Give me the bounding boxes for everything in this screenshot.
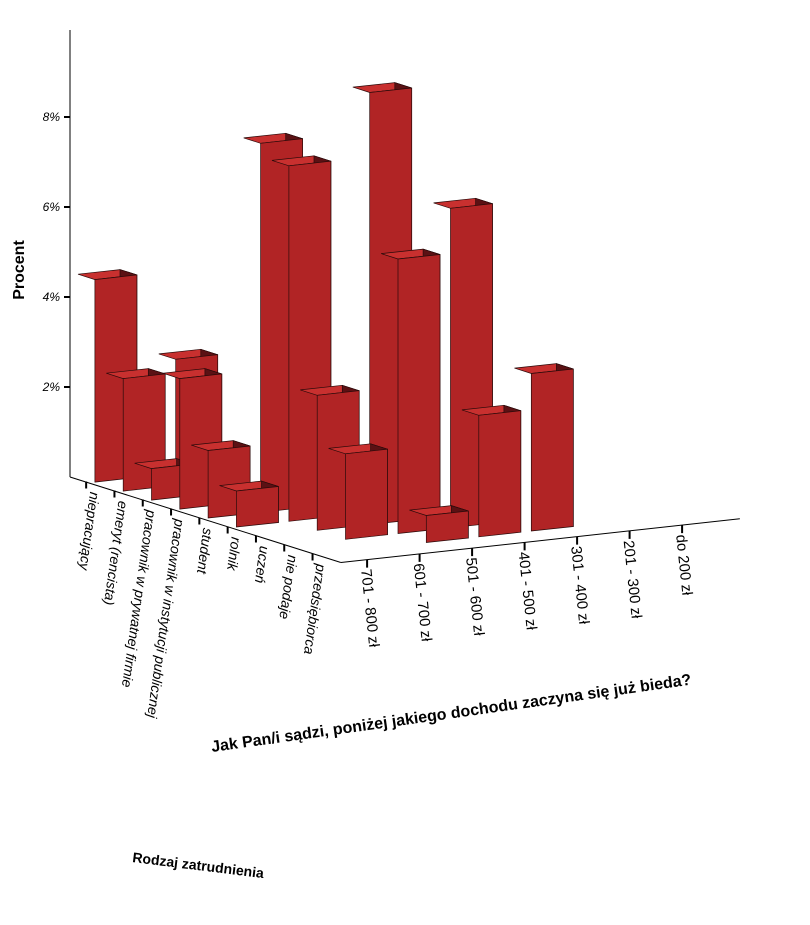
employment-tick-label: niepracujący: [76, 491, 103, 572]
employment-tick-label: uczeń: [252, 545, 273, 584]
income-tick-label: 401 - 500 zł: [515, 551, 540, 631]
bar: [409, 505, 469, 543]
income-tick-label: 501 - 600 zł: [462, 557, 487, 637]
bar: [514, 363, 574, 532]
income-axis-title: Jak Pan/i sądzi, poniżej jakiego dochodu…: [210, 672, 692, 756]
bar-front-face: [236, 486, 279, 528]
employment-tick-label: emeryt (rencista): [101, 500, 131, 606]
income-tick-label: 601 - 700 zł: [410, 563, 435, 643]
income-axis-line: [340, 518, 740, 563]
bar-front-face: [345, 448, 388, 540]
bar-front-face: [425, 510, 469, 543]
z-tick-label: 4%: [43, 290, 61, 304]
z-tick-label: 6%: [43, 200, 61, 214]
income-tick-label: 301 - 400 zł: [567, 545, 592, 625]
income-tick-label: do 200 zł: [672, 534, 695, 597]
employment-tick-label: nie podaje: [276, 554, 301, 620]
bar: [219, 480, 279, 528]
bar-front-face: [478, 410, 522, 538]
bar-front-face: [530, 368, 574, 532]
z-tick-label: 8%: [43, 110, 61, 124]
bar: [380, 248, 441, 534]
z-axis-title: Procent: [11, 240, 28, 300]
z-tick-label: 2%: [42, 380, 61, 394]
employment-tick-label: student: [194, 527, 216, 576]
employment-tick-label: przedsiębiorca: [301, 562, 330, 656]
bar: [328, 443, 388, 540]
bar: [461, 404, 522, 538]
income-tick-label: 701 - 800 zł: [357, 568, 382, 648]
bar-front-face: [397, 254, 441, 534]
income-tick-label: 201 - 300 zł: [620, 540, 645, 620]
employment-tick-label: rolnik: [224, 536, 245, 572]
employment-axis-title: Rodzaj zatrudnienia: [132, 849, 265, 881]
